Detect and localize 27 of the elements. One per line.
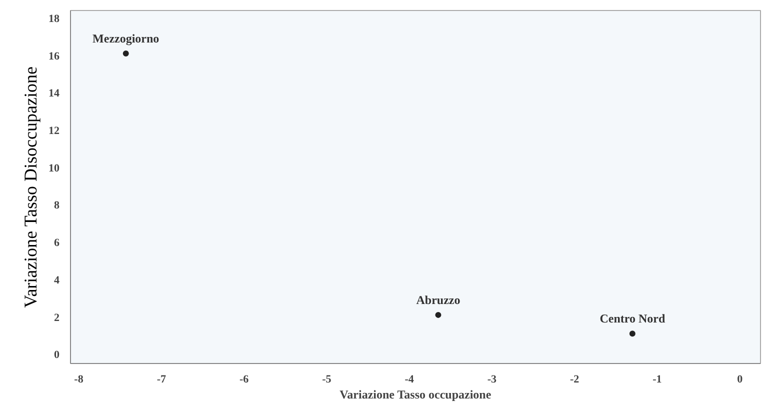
point <box>435 312 442 318</box>
x-tick-label: -7 <box>156 374 166 386</box>
x-tick-label: -8 <box>74 374 84 386</box>
y-axis-title: Variazione Tasso Disoccupazione <box>20 66 40 308</box>
y-tick-label: 6 <box>54 237 60 250</box>
annotation: Centro Nord <box>600 312 666 326</box>
y-tick-label: 4 <box>54 274 60 286</box>
x-tick-label: -2 <box>570 374 580 386</box>
y-tick-label: 2 <box>54 312 60 324</box>
point <box>122 50 129 56</box>
y-tick-label: 12 <box>48 125 60 138</box>
y-tick-label: 14 <box>48 88 60 100</box>
x-tick-label: -1 <box>652 374 662 386</box>
y-tick-label: 10 <box>48 162 60 174</box>
x-tick-label: -6 <box>239 374 250 386</box>
x-tick-label: -4 <box>404 374 414 386</box>
x-tick-label: 0 <box>737 374 744 386</box>
x-axis-title: Variazione Tasso occupazione <box>340 388 492 402</box>
annotation: Abruzzo <box>416 292 460 307</box>
x-tick-label: -3 <box>487 374 498 386</box>
annotation: Mezzogiorno <box>92 31 160 46</box>
y-tick-label: 18 <box>48 12 60 25</box>
point <box>629 330 636 337</box>
y-tick-label: 0 <box>54 349 60 362</box>
y-tick-label: 16 <box>48 50 60 62</box>
x-tick-label: -5 <box>322 374 332 386</box>
y-tick-label: 8 <box>54 200 60 212</box>
